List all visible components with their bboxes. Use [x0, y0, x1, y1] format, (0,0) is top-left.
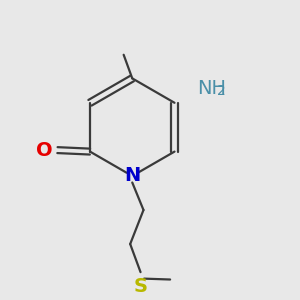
Text: NH: NH [197, 79, 226, 98]
Text: N: N [124, 167, 140, 185]
Text: O: O [36, 141, 53, 160]
Text: S: S [134, 277, 148, 296]
Text: 2: 2 [217, 84, 226, 98]
